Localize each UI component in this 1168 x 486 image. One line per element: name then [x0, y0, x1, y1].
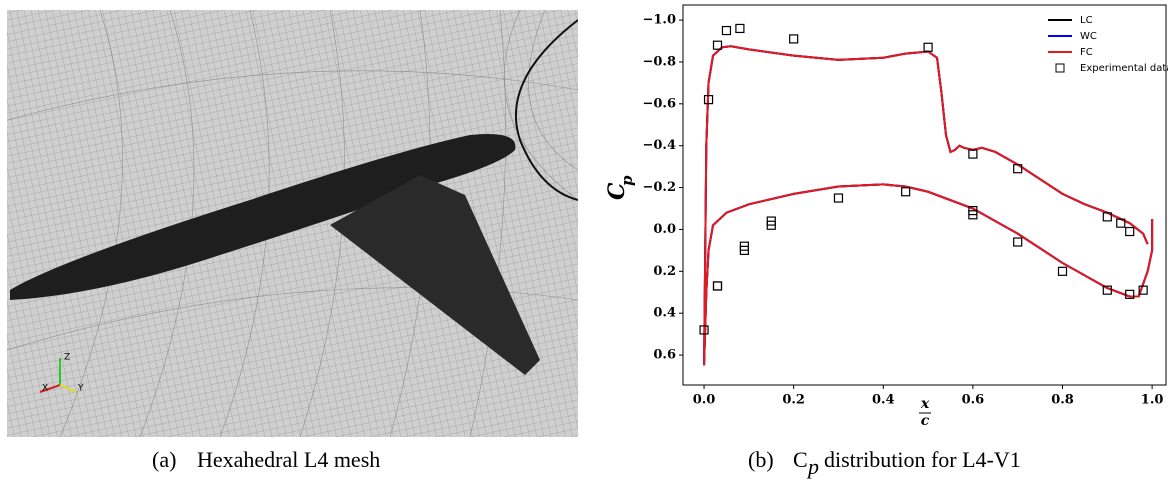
legend-label: Experimental data — [1080, 63, 1168, 74]
experimental-point — [1125, 289, 1135, 299]
caption-text: C — [793, 447, 808, 472]
experimental-point — [1125, 226, 1135, 237]
axis-label: Z — [64, 353, 70, 363]
y-tick-label: −1.0 — [642, 13, 676, 28]
mesh-image — [7, 10, 578, 437]
legend-label: FC — [1080, 47, 1093, 58]
experimental-point — [789, 34, 799, 44]
x-tick-label: 0.8 — [1051, 393, 1074, 408]
cp-curve — [703, 45, 1154, 366]
experimental-point — [1102, 285, 1112, 295]
y-tick-label: −0.4 — [642, 138, 676, 153]
x-tick-label: 0.0 — [693, 393, 716, 408]
axis-label: Y — [77, 384, 84, 394]
experimental-point — [766, 220, 776, 230]
experimental-point — [833, 193, 844, 203]
x-tick-label: 0.2 — [782, 393, 805, 408]
experimental-point — [699, 325, 709, 335]
experimental-point — [739, 245, 749, 255]
experimental-point — [1138, 285, 1148, 295]
caption-label: (b) — [748, 447, 774, 472]
axis-triad: Z X Y — [39, 353, 84, 394]
cp-curve — [703, 45, 1154, 366]
y-axis — [59, 384, 77, 393]
experimental-point — [712, 40, 723, 50]
experimental-point — [712, 281, 723, 291]
y-tick-label: −0.2 — [642, 180, 676, 195]
y-tick-label: 0.2 — [653, 264, 676, 279]
x-axis — [39, 384, 61, 393]
experimental-point — [1013, 164, 1023, 174]
experimental-point — [721, 25, 732, 36]
y-axis-label: C — [604, 182, 630, 200]
x-tick-label: 1.0 — [1141, 393, 1164, 408]
experimental-point — [1057, 266, 1068, 276]
legend-label: LC — [1080, 15, 1093, 26]
legend-label: WC — [1080, 31, 1097, 42]
experimental-point — [901, 187, 911, 197]
x-axis-label-denominator: c — [921, 413, 930, 429]
experimental-point — [1102, 212, 1112, 222]
experimental-point — [1013, 237, 1023, 247]
experimental-point — [968, 149, 978, 159]
axis-label: X — [42, 384, 48, 394]
y-tick-label: −0.8 — [642, 54, 676, 69]
caption-text: distribution for L4-V1 — [824, 447, 1021, 472]
experimental-point — [712, 281, 723, 291]
experimental-point — [703, 95, 714, 105]
x-tick-label: 0.6 — [962, 393, 985, 408]
y-tick-label: −0.6 — [642, 96, 676, 111]
x-tick-label: 0.4 — [872, 393, 895, 408]
caption-subscript: p — [806, 454, 819, 479]
experimental-point — [1116, 218, 1126, 228]
experimental-point — [923, 42, 933, 52]
farfield-edge — [514, 19, 578, 201]
y-tick-label: 0.4 — [653, 306, 676, 321]
x-axis-label-numerator: x — [920, 396, 930, 412]
legend-marker — [1055, 63, 1065, 73]
plot-frame — [682, 4, 1167, 386]
fuselage — [10, 134, 516, 300]
y-tick-label: 0.6 — [653, 348, 676, 363]
y-axis-label-subscript: p — [618, 175, 636, 186]
y-tick-label: 0.0 — [653, 222, 676, 237]
experimental-point — [735, 23, 745, 34]
experimental-point — [968, 210, 978, 220]
wing — [330, 175, 540, 375]
caption-label: (a) — [152, 447, 176, 472]
cp-curve — [703, 45, 1154, 366]
caption-text: Hexahedral L4 mesh — [197, 447, 380, 472]
